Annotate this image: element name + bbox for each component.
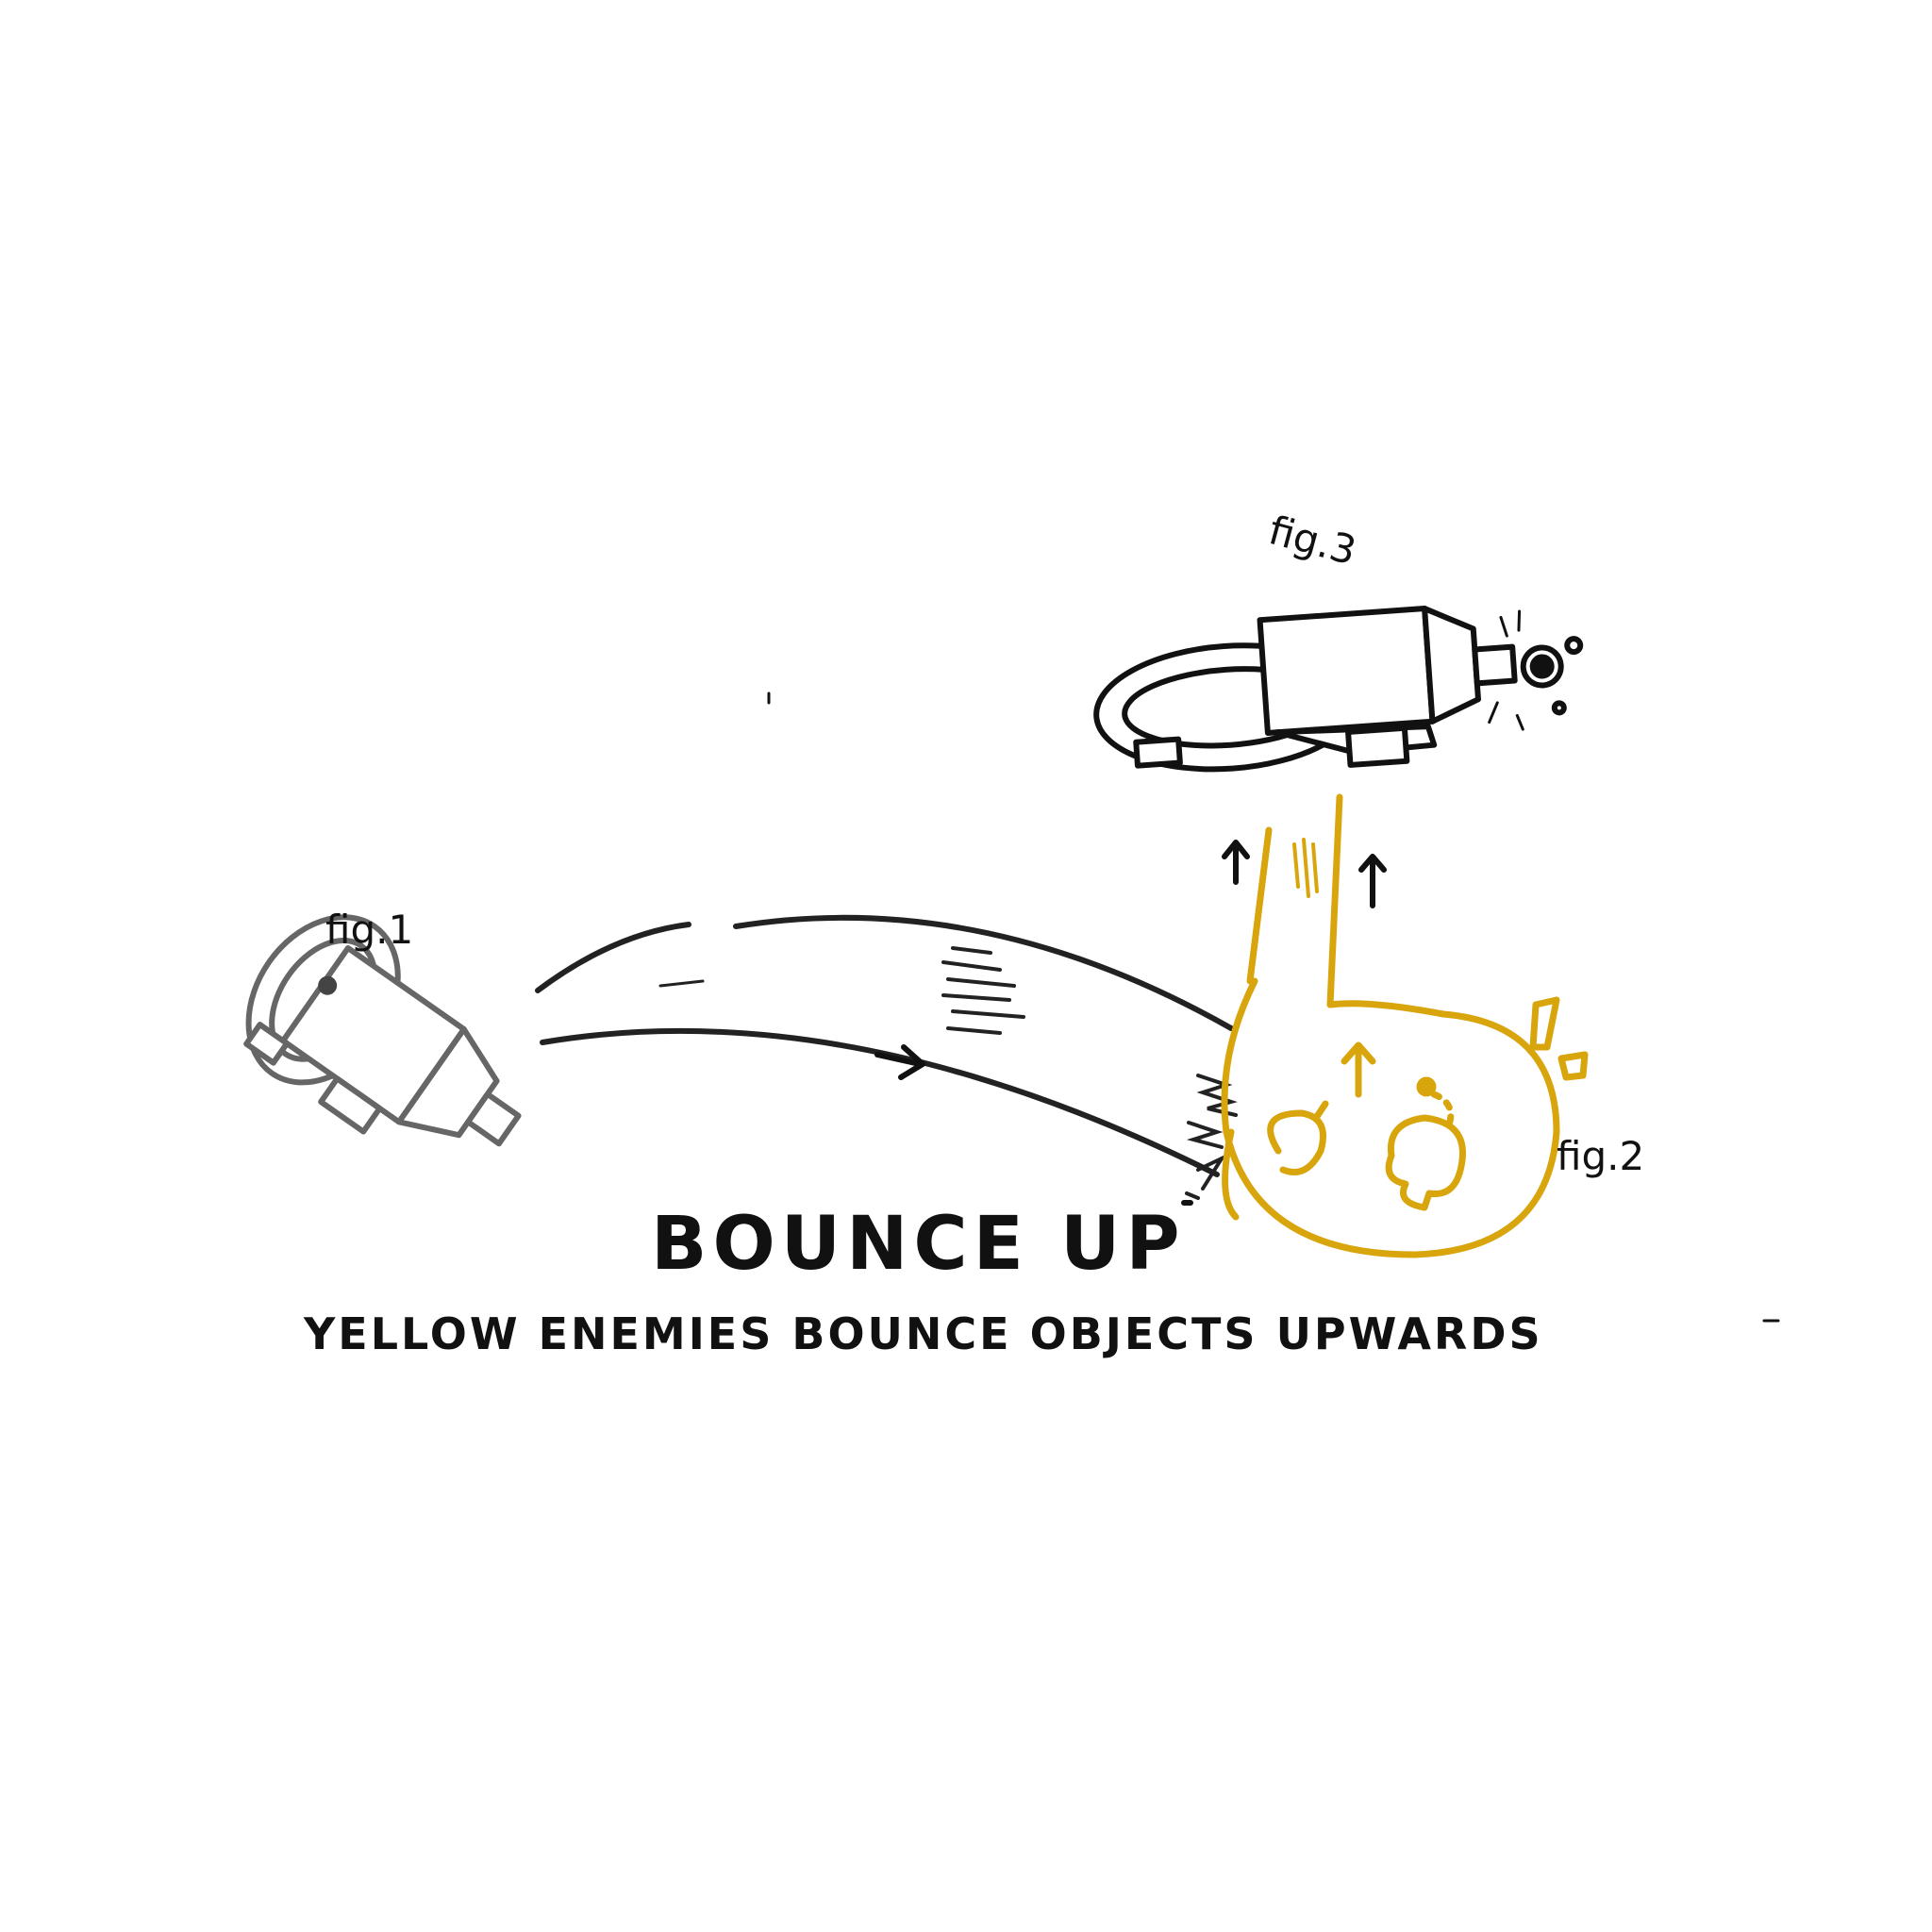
impact-marks: [1185, 1074, 1238, 1200]
exclamation-icon: [1529, 996, 1589, 1081]
fig2-label: fig.2: [1557, 1133, 1644, 1179]
up-arrow-icon: [1222, 840, 1387, 908]
spaceship-icon: [243, 914, 522, 1147]
fig3-label: fig.3: [1264, 507, 1361, 574]
fig1-label: fig.1: [325, 907, 413, 953]
flight-trail: [535, 914, 1234, 1177]
spaceship-icon: [1093, 606, 1584, 773]
sketch-marks: [767, 691, 1780, 1323]
diagram-subtitle: YELLOW ENEMIES BOUNCE OBJECTS UPWARDS: [303, 1308, 1543, 1359]
yellow-enemy-icon: [1221, 793, 1560, 1258]
diagram-title: BOUNCE UP: [651, 1202, 1186, 1287]
motion-arrow-icon: [874, 1044, 925, 1080]
